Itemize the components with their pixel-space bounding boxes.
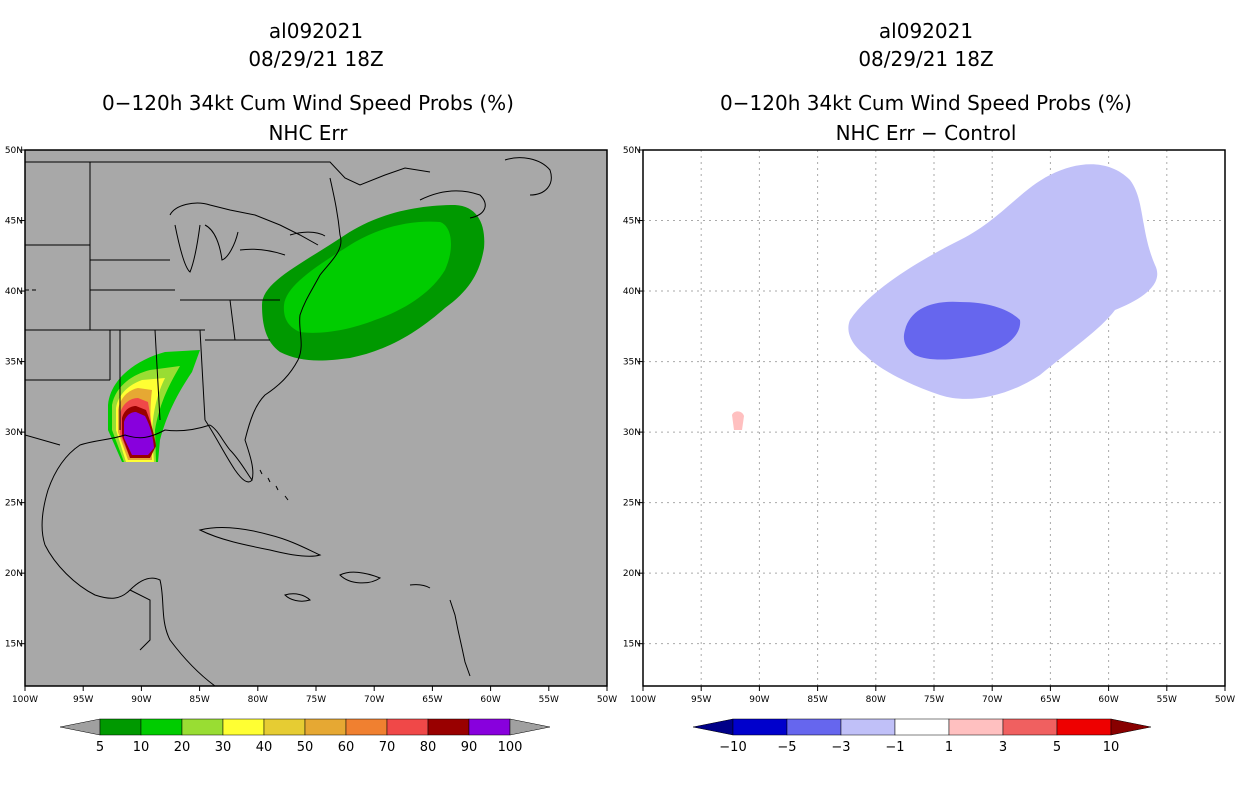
lat-tick-label: 35N [5, 358, 23, 368]
colorbar-swatch [140, 718, 183, 736]
lon-tick-label: 60W [1098, 695, 1118, 705]
colorbar-swatch [222, 718, 265, 736]
lon-tick-label: 65W [422, 695, 442, 705]
prob-swath-northeast-inner [283, 221, 452, 333]
colorbar-label: 30 [215, 740, 232, 755]
colorbar-label: 100 [498, 740, 523, 755]
lon-tick-label: 70W [364, 695, 384, 705]
colorbar-swatch [427, 718, 470, 736]
prob-swath-gulf-90 [124, 412, 154, 455]
lat-tick-label: 25N [623, 499, 641, 509]
lat-tick-label: 50N [623, 146, 641, 156]
colorbar-arrow-high [1110, 718, 1152, 736]
left-storm-id: al092021 [269, 19, 363, 43]
colorbar-arrow-low [59, 718, 101, 736]
lon-tick-label: 50W [597, 695, 617, 705]
right-axis-ticks: 100W 95W 90W 85W 80W 75W 70W 65W 60W 55W 50W 15N 20N… [623, 146, 1235, 705]
right-panel: al092021 08/29/21 18Z 0−120h 34kt Cum Wi… [623, 19, 1235, 705]
lat-tick-label: 35N [623, 358, 641, 368]
colorbar-label: −1 [885, 740, 904, 755]
lon-tick-label: 90W [749, 695, 769, 705]
colorbar-swatch [468, 718, 511, 736]
lon-tick-label: 80W [248, 695, 268, 705]
colorbar-difference: −10 −5 −3 −1 1 3 5 10 [692, 718, 1152, 755]
lat-tick-label: 30N [5, 428, 23, 438]
colorbar-swatch [786, 718, 842, 736]
colorbar-swatch [304, 718, 347, 736]
colorbar-swatch [263, 718, 306, 736]
colorbar-arrow-low [692, 718, 734, 736]
lat-tick-label: 40N [623, 287, 641, 297]
lat-tick-label: 15N [623, 640, 641, 650]
right-subtitle: NHC Err − Control [836, 121, 1017, 145]
colorbar-label: 10 [1103, 740, 1120, 755]
left-title: 0−120h 34kt Cum Wind Speed Probs (%) [102, 91, 514, 115]
colorbar-label: −10 [719, 740, 746, 755]
colorbar-label: 40 [256, 740, 273, 755]
lon-tick-label: 60W [480, 695, 500, 705]
colorbar-label: 80 [420, 740, 437, 755]
lat-tick-label: 45N [5, 217, 23, 227]
lon-tick-label: 55W [539, 695, 559, 705]
colorbar-swatch [181, 718, 224, 736]
colorbar-label: −3 [831, 740, 850, 755]
colorbar-label: 90 [461, 740, 478, 755]
colorbar-label: 5 [96, 740, 104, 755]
lat-tick-label: 20N [5, 569, 23, 579]
lat-tick-label: 40N [5, 287, 23, 297]
colorbar-label: 70 [379, 740, 396, 755]
lon-tick-label: 50W [1215, 695, 1235, 705]
lon-tick-label: 70W [982, 695, 1002, 705]
left-subtitle: NHC Err [268, 121, 348, 145]
right-datetime: 08/29/21 18Z [858, 47, 993, 71]
colorbar-probability: 5 10 20 30 40 50 60 70 80 90 100 [59, 718, 551, 755]
colorbar-label: 20 [174, 740, 191, 755]
lat-tick-label: 30N [623, 428, 641, 438]
right-gridlines [643, 150, 1225, 686]
lat-tick-label: 20N [623, 569, 641, 579]
colorbar-swatch [840, 718, 896, 736]
colorbar-label: 5 [1053, 740, 1061, 755]
right-storm-id: al092021 [879, 19, 973, 43]
colorbar-swatch [894, 718, 950, 736]
colorbar-label: 3 [999, 740, 1007, 755]
lat-tick-label: 25N [5, 499, 23, 509]
lon-tick-label: 95W [691, 695, 711, 705]
colorbar-swatch [732, 718, 788, 736]
colorbar-swatch [386, 718, 429, 736]
colorbar-label: 1 [945, 740, 953, 755]
colorbar-swatch [345, 718, 388, 736]
colorbar-label: 50 [297, 740, 314, 755]
lon-tick-label: 85W [807, 695, 827, 705]
left-panel: al092021 08/29/21 18Z 0−120h 34kt Cum Wi… [5, 19, 617, 705]
colorbar-swatch [1002, 718, 1058, 736]
lon-tick-label: 95W [73, 695, 93, 705]
colorbar-swatch [99, 718, 142, 736]
colorbar-swatch [948, 718, 1004, 736]
diff-region-pink [732, 411, 744, 430]
left-datetime: 08/29/21 18Z [248, 47, 383, 71]
lon-tick-label: 100W [12, 695, 38, 705]
lat-tick-label: 15N [5, 640, 23, 650]
lon-tick-label: 80W [866, 695, 886, 705]
lon-tick-label: 65W [1040, 695, 1060, 705]
lon-tick-label: 75W [924, 695, 944, 705]
colorbar-label: 60 [338, 740, 355, 755]
lon-tick-label: 90W [131, 695, 151, 705]
colorbar-swatch [1056, 718, 1112, 736]
lon-tick-label: 100W [630, 695, 656, 705]
lon-tick-label: 75W [306, 695, 326, 705]
lat-tick-label: 50N [5, 146, 23, 156]
diff-region-medium [903, 301, 1021, 360]
colorbar-label: −5 [777, 740, 796, 755]
lon-tick-label: 55W [1157, 695, 1177, 705]
right-title: 0−120h 34kt Cum Wind Speed Probs (%) [720, 91, 1132, 115]
left-axis-ticks: 100W 95W 90W 85W 80W 75W 70W 65W 60W 55W 50W 15N 20N… [5, 146, 617, 705]
colorbar-label: 10 [133, 740, 150, 755]
colorbar-arrow-high [509, 718, 551, 736]
lon-tick-label: 85W [189, 695, 209, 705]
lat-tick-label: 45N [623, 217, 641, 227]
